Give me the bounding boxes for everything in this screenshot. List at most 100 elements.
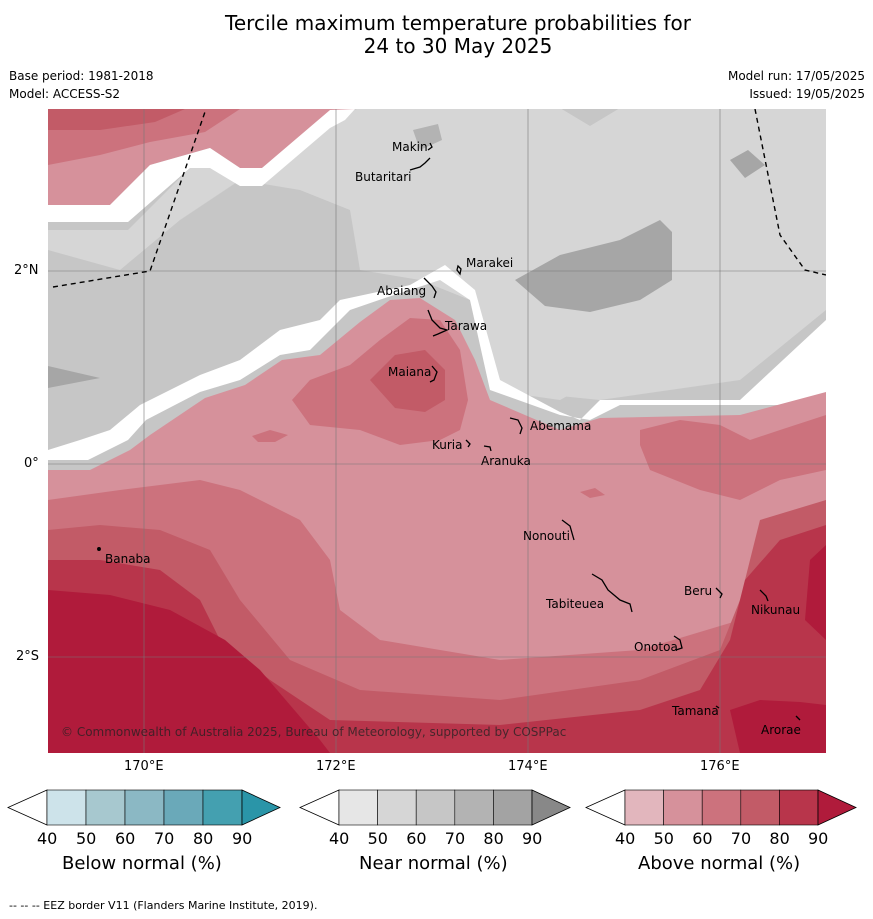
colorbar-near-bin-4 — [493, 789, 533, 826]
label-tabiteuea: Tabiteuea — [545, 597, 604, 611]
colorbar-near-bin-0 — [338, 789, 378, 826]
colorbar-near-bin-3 — [454, 789, 494, 826]
place-labels: Makin Butaritari Marakei Abaiang Tarawa … — [105, 140, 801, 737]
near-60-70-small — [730, 150, 765, 178]
lon-label-172: 172°E — [316, 759, 356, 774]
colorbar-below-bin-4 — [202, 789, 243, 826]
colorbar-below-extend-low — [7, 789, 48, 826]
colorbar-above-bin-3 — [740, 789, 780, 826]
island-onotoa — [673, 635, 683, 651]
colorbar-near-tick: 70 — [444, 829, 466, 848]
island-beru — [715, 587, 723, 599]
colorbar-below-tick: 90 — [232, 829, 253, 848]
island-abemama — [509, 417, 523, 435]
island-kuria — [465, 439, 471, 448]
eez-border — [52, 109, 826, 288]
colorbar-near-tick: 50 — [367, 829, 388, 848]
transition-band — [48, 265, 826, 460]
colorbar-above-extend-low — [585, 789, 626, 826]
near-60-70-makin — [413, 124, 442, 150]
colorbar-near-bin-2 — [415, 789, 456, 826]
island-tabiteuea — [591, 573, 633, 613]
colorbar-above-tick: 90 — [808, 829, 829, 848]
above-60-70-maiana — [370, 350, 445, 412]
graticule — [48, 109, 826, 753]
label-butaritari: Butaritari — [355, 170, 412, 184]
model-name: Model: ACCESS-S2 — [9, 87, 121, 101]
label-maiana: Maiana — [388, 365, 431, 379]
island-banaba — [97, 547, 101, 551]
colorbar-near-tick: 80 — [483, 829, 504, 848]
above-50-60-tiny — [580, 488, 605, 498]
colorbar-above-bin-2 — [701, 789, 742, 826]
label-banaba: Banaba — [105, 552, 151, 566]
eez-footnote: -- -- -- EEZ border V11 (Flanders Marine… — [9, 899, 318, 912]
colorbar-near-tick: 60 — [406, 829, 427, 848]
label-makin: Makin — [392, 140, 428, 154]
colorbar-title-near: Near normal (%) — [359, 853, 508, 874]
colorbar-above-extend-high — [817, 789, 857, 826]
lat-label-0: 0° — [24, 456, 39, 471]
colorbar-above-tick: 70 — [730, 829, 752, 848]
island-nonouti — [561, 519, 575, 541]
colorbar-above-tick: 40 — [615, 829, 636, 848]
label-onotoa: Onotoa — [634, 640, 678, 654]
island-maiana — [429, 365, 438, 383]
above-80-90-southwest — [48, 590, 330, 753]
probability-field — [48, 109, 826, 753]
colorbar-below-tick: 40 — [37, 829, 58, 848]
map-title: Tercile maximum temperature probabilitie… — [0, 12, 873, 58]
colorbar-above-tick: 60 — [692, 829, 713, 848]
above-60-70-topleft — [48, 109, 185, 130]
label-nikunau: Nikunau — [751, 603, 800, 617]
island-nikunau — [759, 589, 769, 602]
island-tamana — [715, 705, 720, 709]
colorbar-below-tick: 70 — [154, 829, 175, 848]
above-80-90-southeast — [730, 700, 826, 753]
island-tarawa — [427, 309, 449, 337]
issued-date: Issued: 19/05/2025 — [749, 87, 865, 101]
above-50-60-east — [640, 415, 826, 500]
island-abaiang — [423, 277, 437, 299]
label-tamana: Tamana — [671, 704, 719, 718]
colorbar-above-bin-1 — [663, 789, 703, 826]
colorbar-below-tick: 50 — [76, 829, 97, 848]
title-line-2: 24 to 30 May 2025 — [363, 34, 553, 58]
base-period: Base period: 1981-2018 — [9, 69, 154, 83]
colorbar-below-bin-3 — [163, 789, 204, 826]
lon-label-174: 174°E — [508, 759, 548, 774]
lat-label-2s: 2°S — [16, 649, 40, 664]
label-abemama: Abemama — [530, 419, 591, 433]
near-60-70-west — [48, 366, 100, 388]
above-80-90-east — [805, 545, 826, 640]
above-50-60-small — [252, 430, 288, 442]
colorbar-below-extend-high — [241, 789, 281, 826]
island-arorae — [795, 715, 801, 721]
lon-label-176: 176°E — [700, 759, 740, 774]
colorbar-near-extend-high — [531, 789, 571, 826]
meta-left: Base period: 1981-2018 Model: ACCESS-S2 — [9, 67, 154, 103]
colorbar-above-bin-0 — [624, 789, 664, 826]
copyright-notice: © Commonwealth of Australia 2025, Bureau… — [61, 725, 566, 739]
label-nonouti: Nonouti — [523, 529, 570, 543]
title-line-1: Tercile maximum temperature probabilitie… — [225, 11, 691, 35]
lat-label-2n: 2°N — [14, 263, 39, 278]
label-abaiang: Abaiang — [377, 284, 426, 298]
label-beru: Beru — [684, 584, 712, 598]
label-tarawa: Tarawa — [444, 319, 487, 333]
colorbar-below-bin-0 — [46, 789, 87, 826]
islands — [97, 142, 801, 721]
colorbar-above-tick: 50 — [653, 829, 674, 848]
colorbar-above-bin-4 — [779, 789, 819, 826]
near-60-70-region — [515, 220, 672, 312]
colorbar-near-tick: 40 — [329, 829, 350, 848]
colorbar-above-tick: 80 — [769, 829, 790, 848]
island-marakei — [456, 264, 462, 276]
colorbar-below-bin-2 — [124, 789, 165, 826]
colorbar-below-bin-1 — [85, 789, 126, 826]
colorbar-below-tick: 80 — [193, 829, 214, 848]
near-40-50-east — [480, 240, 826, 400]
label-aranuka: Aranuka — [481, 454, 531, 468]
lon-label-170: 170°E — [124, 759, 164, 774]
label-arorae: Arorae — [761, 723, 801, 737]
